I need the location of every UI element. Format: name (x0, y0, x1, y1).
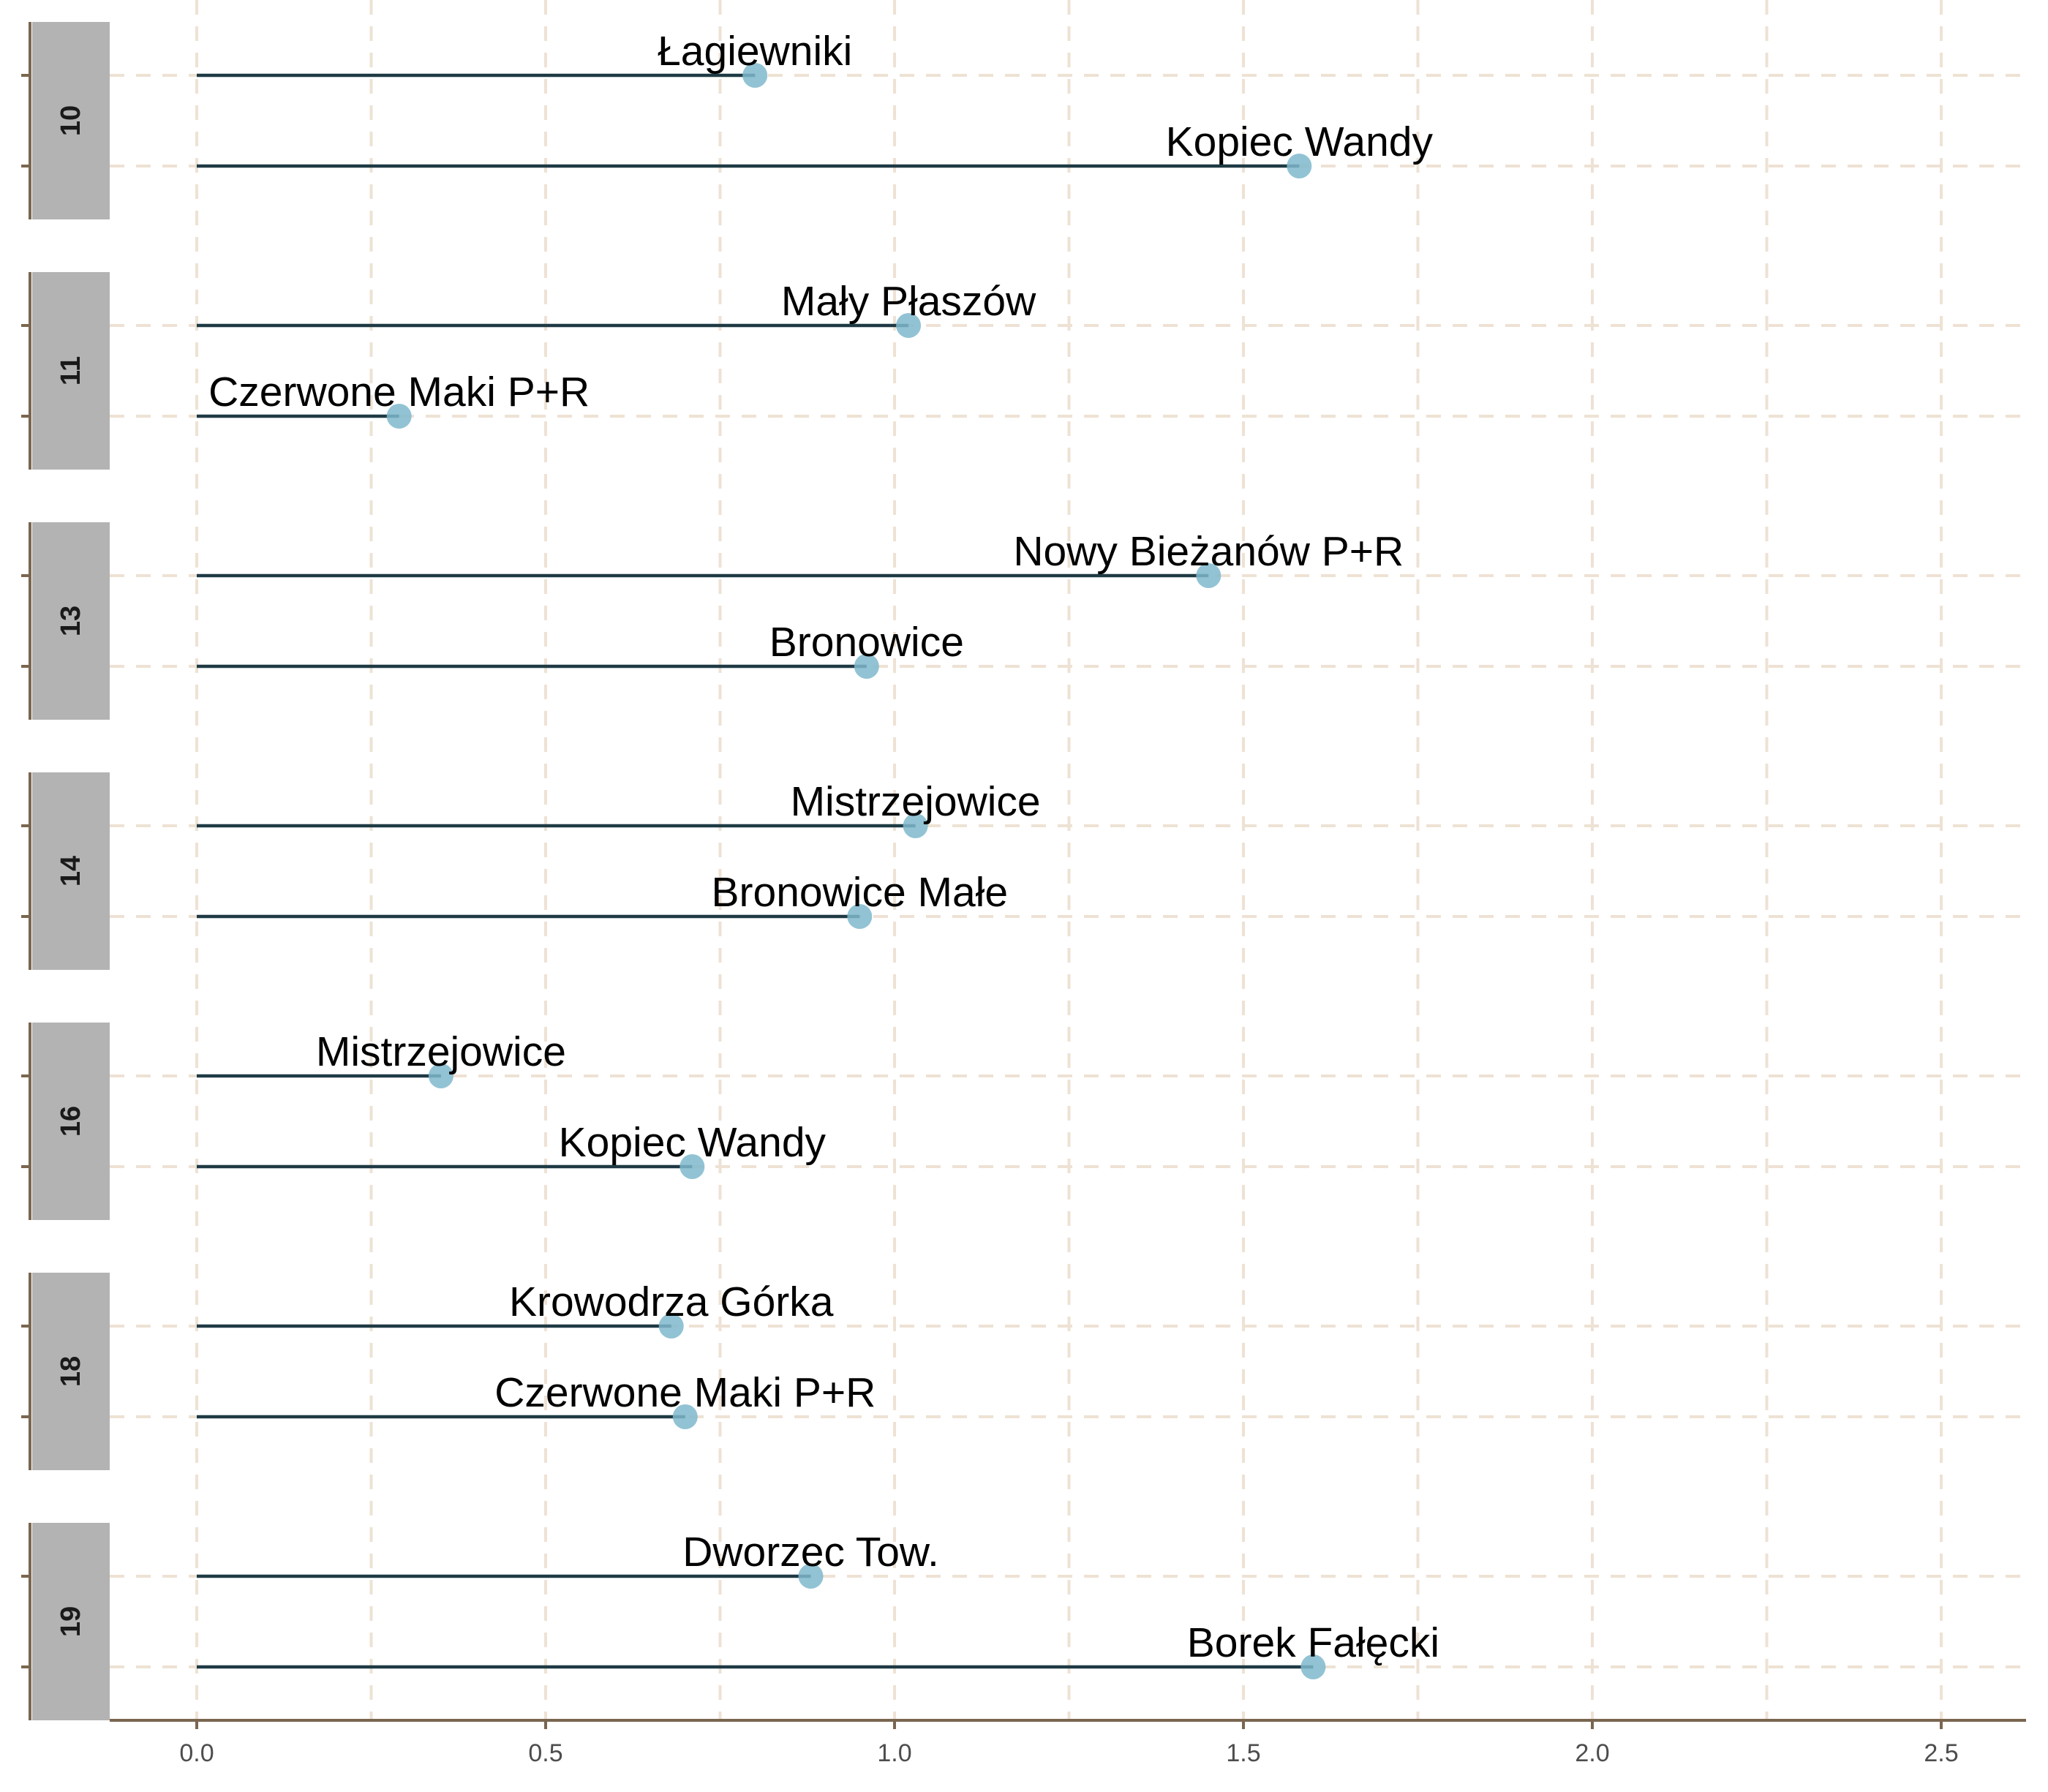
x-tick-label: 2.5 (1924, 1739, 1958, 1767)
point-label: Kopiec Wandy (559, 1119, 827, 1166)
point-labels: Łagiewniki Kopiec Wandy Mały Płaszów Czerwo… (208, 28, 1439, 1666)
grid-layer (110, 0, 2026, 1720)
lollipop-point (672, 1404, 698, 1429)
point-label: Kopiec Wandy (1166, 118, 1434, 165)
facet-strip-label: 11 (56, 356, 86, 385)
point-label: Mistrzejowice (316, 1028, 566, 1075)
facet-strip-label: 19 (56, 1606, 86, 1637)
point-label: Mały Płaszów (781, 278, 1036, 325)
point-label: Mistrzejowice (791, 778, 1041, 825)
point-label: Bronowice Małe (712, 869, 1009, 916)
lollipop-point (847, 904, 873, 929)
facet-strip (32, 772, 110, 970)
lollipop-point (742, 63, 768, 88)
point-label: Borek Fałęcki (1187, 1619, 1439, 1666)
x-tick-label: 0.5 (528, 1739, 562, 1767)
x-tick-label: 1.0 (877, 1739, 911, 1767)
x-tick-label: 0.0 (179, 1739, 214, 1767)
facet-strip-label: 16 (56, 1106, 86, 1137)
lollipop-point (854, 654, 879, 679)
x-tick-label: 1.5 (1226, 1739, 1260, 1767)
lollipop-point (658, 1314, 684, 1339)
facet-strip (32, 1023, 110, 1220)
lollipop-point (903, 813, 928, 838)
point-label: Bronowice (769, 619, 964, 666)
facet-strip-label: 14 (56, 856, 86, 886)
point-label: Dworzec Tow. (682, 1529, 939, 1575)
facet-strip (32, 1273, 110, 1470)
lollipop-point (1300, 1654, 1326, 1679)
point-label: Czerwone Maki P+R (208, 369, 590, 415)
facet-strip-label: 18 (56, 1356, 86, 1387)
point-label: Czerwone Maki P+R (494, 1369, 876, 1416)
axes: 0.0 0.5 1.0 1.5 2.0 2.5 (21, 22, 2026, 1767)
facet-strip (32, 272, 110, 470)
facet-strips: 10 11 13 14 16 18 19 (32, 22, 110, 1720)
lollipop-point (896, 313, 922, 338)
facet-strip (32, 1523, 110, 1720)
data-marks (197, 63, 1326, 1679)
facet-strip-label: 10 (56, 105, 86, 136)
lollipop-point (679, 1154, 705, 1179)
point-label: Nowy Bieżanów P+R (1013, 528, 1404, 575)
facet-strip (32, 522, 110, 720)
point-label: Łagiewniki (658, 28, 852, 75)
lollipop-point (1287, 154, 1312, 178)
lollipop-point (798, 1564, 824, 1589)
point-label: Krowodrza Górka (509, 1279, 834, 1325)
lollipop-point (1196, 563, 1221, 588)
x-tick-label: 2.0 (1575, 1739, 1609, 1767)
lollipop-point (428, 1063, 453, 1088)
facet-strip-label: 13 (56, 606, 86, 636)
facet-strip (32, 22, 110, 219)
lollipop-point (386, 404, 412, 429)
